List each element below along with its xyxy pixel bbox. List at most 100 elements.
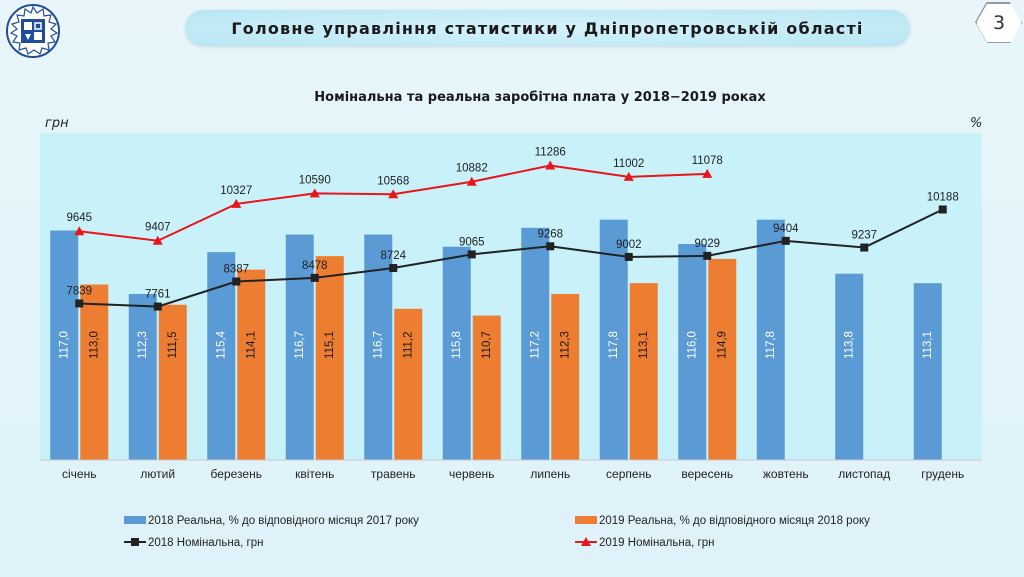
line-data-label: 11078: [692, 155, 723, 167]
bar-2018-real: [599, 219, 628, 460]
page-title: Головне управління статистики у Дніпропе…: [231, 18, 864, 38]
header-banner: Головне управління статистики у Дніпропе…: [185, 10, 910, 46]
legend-label: 2018 Реальна, % до відповідного місяця 2…: [148, 515, 419, 527]
x-tick-label: травень: [371, 467, 416, 481]
line-data-label: 9404: [773, 223, 799, 235]
line-marker-2019: [623, 171, 634, 181]
line-marker-2018: [75, 299, 84, 308]
x-tick-label: березень: [211, 467, 262, 481]
bar-2019-real: [237, 269, 266, 460]
plot-area: [40, 133, 982, 460]
bar-label-2019: 114,9: [716, 331, 728, 359]
line-data-label: 8387: [223, 264, 249, 276]
legend-label: 2018 Номінальна, грн: [148, 537, 263, 549]
line-data-label: 10188: [927, 191, 959, 203]
line-marker-2018: [938, 205, 947, 214]
line-marker-2019: [152, 235, 163, 245]
line-data-label: 9407: [145, 222, 171, 234]
line-data-label: 11002: [613, 158, 644, 170]
statistics-logo: [6, 4, 60, 58]
line-marker-2018: [781, 236, 790, 245]
bar-label-2018: 113,1: [922, 331, 934, 359]
bar-2019-real: [315, 256, 344, 460]
line-data-label: 10590: [299, 174, 331, 186]
bar-label-2018: 117,8: [765, 331, 777, 359]
line-marker-2019: [702, 168, 713, 178]
bar-label-2018: 113,8: [843, 331, 855, 359]
line-marker-2018: [310, 273, 319, 282]
legend-label: 2019 Номінальна, грн: [599, 537, 714, 549]
line-marker-2019: [466, 176, 477, 186]
line-marker-2019: [388, 189, 399, 199]
line-data-label: 9645: [66, 212, 92, 224]
bar-2018-real: [913, 283, 942, 460]
y-axis-left-label: грн: [45, 116, 69, 131]
line-marker-2019: [545, 160, 556, 170]
line-data-label: 8478: [302, 260, 328, 272]
chart-title: Номінальна та реальна заробітна плата у …: [314, 90, 766, 105]
line-data-label: 10882: [456, 163, 488, 175]
line-data-label: 9268: [537, 228, 563, 240]
bar-label-2019: 115,1: [324, 331, 336, 359]
bar-2019-real: [708, 258, 737, 460]
line-marker-2018: [153, 302, 162, 311]
line-marker-2018: [389, 264, 398, 273]
line-data-label: 7839: [66, 285, 92, 297]
x-tick-label: грудень: [921, 467, 964, 481]
legend-swatch: [124, 516, 146, 524]
x-tick-label: лютий: [140, 467, 175, 481]
legend-marker: [581, 537, 591, 546]
bar-2018-real: [521, 227, 550, 460]
line-marker-2018: [546, 242, 555, 251]
bar-2019-real: [472, 315, 501, 460]
legend-swatch: [575, 516, 597, 524]
bar-label-2019: 114,1: [245, 331, 257, 359]
bar-label-2019: 110,7: [481, 331, 493, 359]
bar-2019-real: [551, 293, 580, 460]
line-marker-2018: [860, 243, 869, 252]
line-data-label: 7761: [145, 289, 171, 301]
bar-2018-real: [364, 234, 393, 460]
bar-label-2019: 113,1: [638, 331, 650, 359]
bar-2018-real: [756, 219, 785, 460]
line-data-label: 11286: [535, 147, 566, 159]
x-tick-label: листопад: [838, 467, 890, 481]
page-number: 3: [992, 12, 1006, 34]
bar-2018-real: [128, 293, 157, 460]
bar-label-2018: 115,8: [451, 331, 463, 359]
line-data-label: 8724: [380, 250, 406, 262]
bar-label-2018: 116,0: [686, 331, 698, 359]
line-marker-2018: [232, 277, 241, 286]
bar-2018-real: [285, 234, 314, 460]
bar-2019-real: [394, 308, 423, 460]
line-data-label: 9002: [616, 239, 642, 251]
line-data-label: 9029: [694, 238, 720, 250]
bar-label-2019: 111,2: [402, 331, 414, 358]
bar-2018-real: [442, 246, 471, 460]
bar-label-2019: 112,3: [559, 331, 571, 359]
legend-marker: [131, 538, 139, 546]
line-marker-2018: [624, 252, 633, 261]
bar-label-2018: 117,0: [58, 331, 70, 359]
line-marker-2019: [309, 188, 320, 198]
bar-2018-real: [678, 244, 707, 460]
x-tick-label: жовтень: [763, 467, 809, 481]
bar-label-2019: 113,0: [88, 331, 100, 359]
x-tick-label: вересень: [681, 467, 733, 481]
bar-2019-real: [158, 304, 187, 460]
bar-label-2018: 115,4: [215, 330, 227, 359]
line-data-label: 10568: [377, 175, 409, 187]
x-tick-label: червень: [449, 467, 494, 481]
x-tick-label: січень: [62, 467, 96, 481]
page-number-badge: 3: [976, 3, 1022, 43]
line-data-label: 9065: [459, 236, 485, 248]
bar-label-2018: 116,7: [372, 331, 384, 359]
bar-label-2018: 116,7: [294, 331, 306, 359]
line-marker-2018: [467, 250, 476, 259]
bar-2018-real: [50, 230, 79, 460]
bar-label-2018: 117,2: [529, 331, 541, 359]
x-tick-label: квітень: [295, 467, 334, 481]
legend-label: 2019 Реальна, % до відповідного місяця 2…: [599, 515, 870, 527]
x-tick-label: липень: [530, 467, 570, 481]
